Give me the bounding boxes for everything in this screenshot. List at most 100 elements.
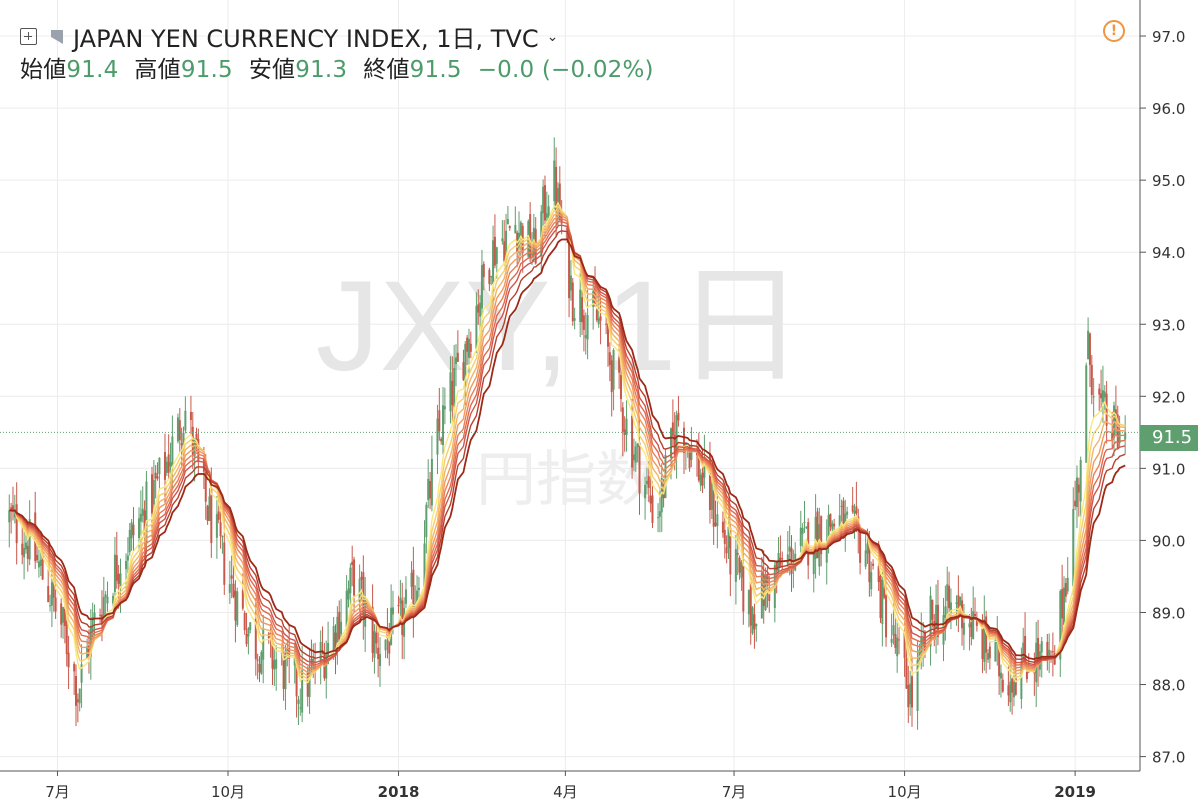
candle-body — [820, 516, 823, 555]
candle-body — [844, 513, 847, 530]
y-tick-label: 89.0 — [1152, 604, 1185, 622]
candle-body — [182, 432, 185, 454]
candle-body — [119, 573, 122, 589]
candle-body — [417, 587, 420, 591]
candle-body — [308, 666, 311, 698]
candle-body — [827, 515, 830, 543]
candle-body — [404, 589, 407, 604]
candle-body — [673, 434, 676, 456]
candle-body — [391, 607, 394, 615]
candle-body — [812, 553, 815, 575]
y-axis[interactable]: 97.0 96.0 95.0 94.0 93.0 92.0 91.0 90.0 89.0 88.0… — [1140, 28, 1185, 767]
alert-icon[interactable]: ! — [1103, 20, 1125, 42]
candle-body — [890, 638, 893, 643]
candle-body — [697, 449, 700, 481]
candle-body — [631, 416, 634, 468]
candle-body — [332, 626, 335, 652]
candle-body — [1079, 459, 1082, 502]
candle-body — [11, 505, 14, 512]
candle-body — [156, 476, 159, 479]
y-tick-label: 88.0 — [1152, 677, 1185, 695]
candle-body — [228, 584, 231, 593]
candle-body — [855, 506, 858, 514]
candle-body — [128, 529, 131, 553]
candle-body — [141, 508, 144, 516]
candle-body — [1012, 681, 1015, 698]
candle-body — [788, 546, 791, 552]
candle-body — [466, 337, 469, 352]
candle-body — [1116, 414, 1119, 449]
expand-icon[interactable] — [20, 28, 37, 45]
candle-body — [909, 683, 912, 705]
candle-body — [401, 600, 404, 635]
candle-body — [63, 608, 66, 627]
candle-body — [727, 526, 730, 548]
candle-body — [1048, 649, 1051, 656]
candle-body — [506, 219, 509, 224]
candle-body — [831, 523, 834, 530]
candle-body — [683, 427, 685, 454]
candle-body — [714, 522, 717, 526]
candle-body — [125, 560, 128, 570]
candle-body — [455, 357, 457, 364]
candle-body — [375, 632, 378, 644]
candle-body — [573, 318, 576, 321]
candle-body — [325, 655, 328, 679]
chart-legend: JAPAN YEN CURRENCY INDEX, 1日, TVC ⌄ 始値91… — [0, 14, 1140, 84]
candle-body — [269, 633, 272, 635]
x-axis[interactable]: 7月 10月 2018 4月 7月 10月 2019 — [45, 771, 1096, 801]
candle-body — [299, 707, 302, 709]
candle-body — [410, 572, 413, 587]
last-price-tag: 91.5 — [1140, 425, 1198, 451]
candle-body — [610, 360, 613, 393]
ema-line — [9, 238, 1126, 661]
candle-body — [338, 611, 341, 640]
candle-body — [870, 572, 873, 590]
candle-body — [595, 309, 598, 321]
candle-body — [1101, 390, 1104, 402]
candle-body — [1077, 484, 1080, 493]
candle-body — [256, 659, 259, 661]
candle-body — [208, 496, 211, 521]
chevron-down-icon[interactable]: ⌄ — [546, 28, 559, 45]
candle-body — [931, 599, 934, 620]
candle-body — [846, 511, 849, 515]
candle-body — [1124, 432, 1127, 440]
candle-body — [1020, 661, 1023, 699]
candle-body — [80, 664, 83, 683]
candle-body — [736, 552, 739, 555]
candle-body — [508, 225, 511, 229]
symbol-title[interactable]: JAPAN YEN CURRENCY INDEX, 1日, TVC — [73, 25, 539, 53]
candle-body — [569, 275, 572, 291]
candle-body — [377, 647, 380, 660]
y-tick-label: 97.0 — [1152, 28, 1185, 46]
candle-body — [568, 233, 571, 299]
flag-icon — [49, 28, 65, 46]
candle-body — [749, 581, 752, 626]
candle-body — [249, 622, 252, 630]
candle-body — [558, 183, 561, 221]
candle-body — [657, 517, 660, 519]
candle-body — [191, 426, 194, 456]
candle-body — [442, 405, 445, 445]
grid-lines — [0, 0, 1140, 771]
candle-body — [99, 614, 102, 616]
candle-body — [115, 555, 118, 581]
candle-body — [866, 543, 869, 554]
ema-line — [9, 230, 1126, 664]
candle-body — [180, 443, 183, 445]
candle-body — [243, 612, 246, 631]
candle-body — [777, 552, 780, 574]
candle-body — [918, 649, 921, 662]
candle-body — [632, 454, 635, 461]
candle-body — [695, 452, 698, 456]
candle-body — [584, 335, 587, 339]
candle-body — [358, 578, 361, 603]
open-label: 始値 — [20, 57, 67, 83]
candle-body — [929, 595, 932, 647]
candle-body — [1025, 671, 1028, 680]
candle-body — [215, 514, 218, 538]
candle-body — [644, 484, 647, 499]
x-tick-label: 2019 — [1054, 783, 1096, 801]
